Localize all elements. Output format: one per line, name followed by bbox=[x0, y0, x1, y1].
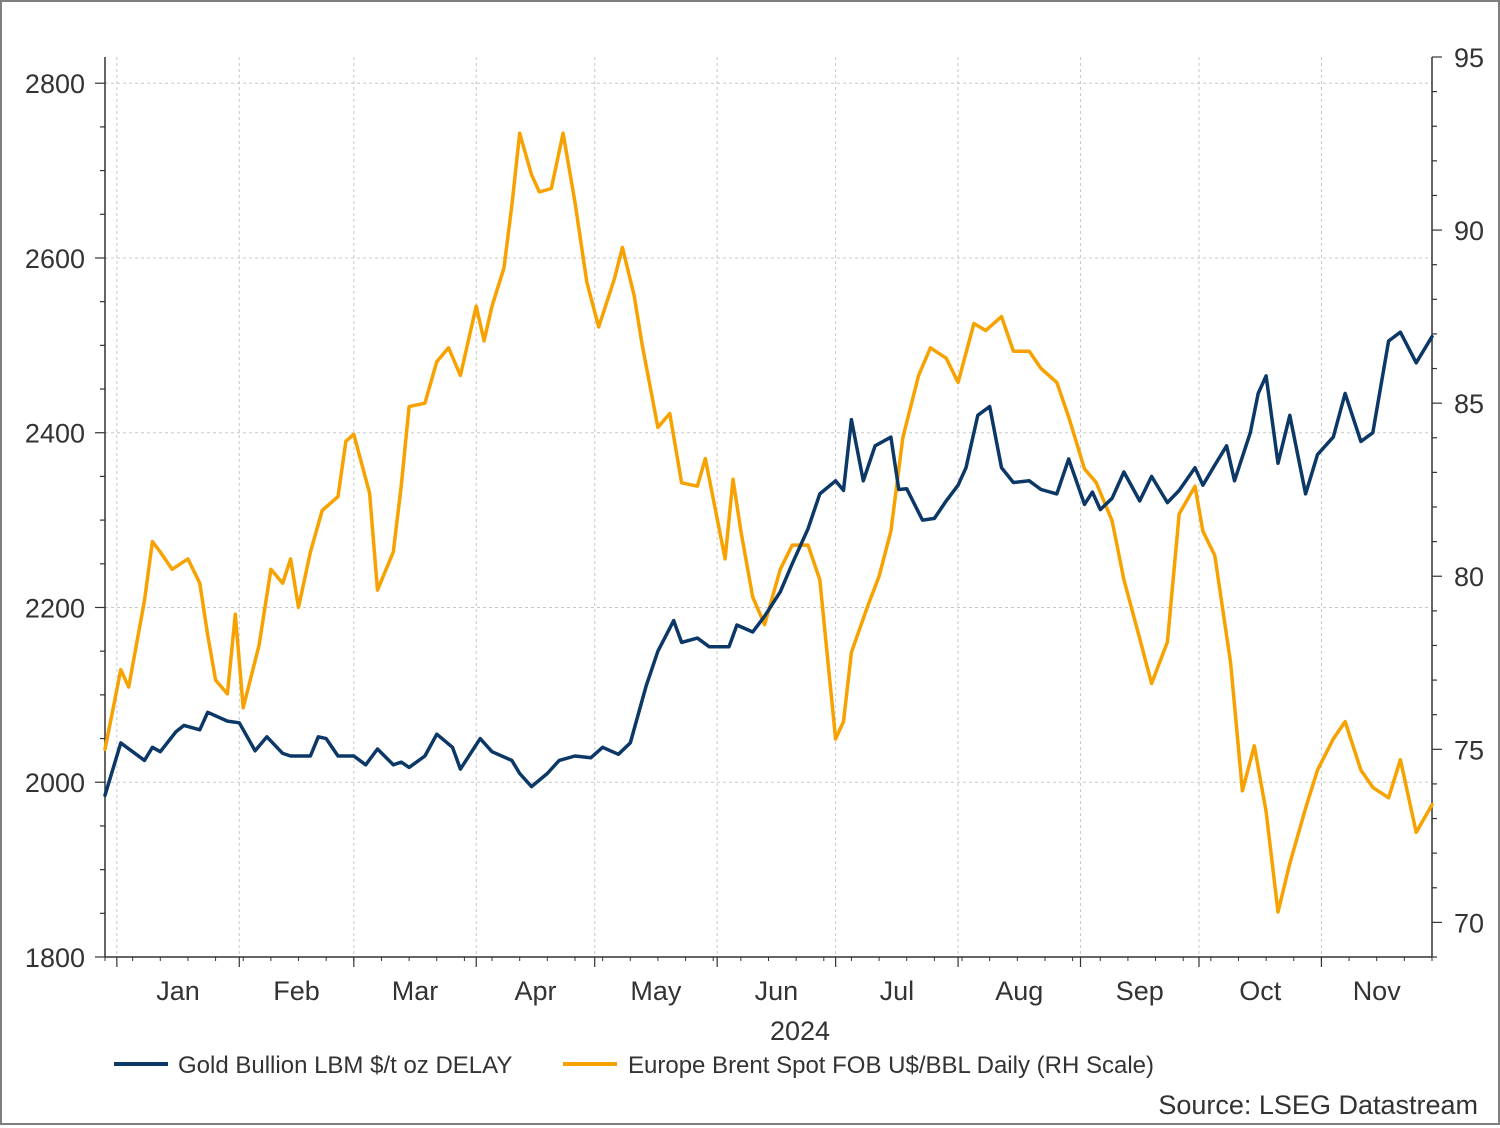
x-tick-label-aug: Aug bbox=[995, 976, 1043, 1006]
grid bbox=[105, 57, 1432, 958]
legend: Gold Bullion LBM $/t oz DELAY Europe Bre… bbox=[114, 1052, 1154, 1079]
x-tick-label-nov: Nov bbox=[1353, 976, 1402, 1006]
axes bbox=[95, 56, 1442, 967]
y-left-tick-label: 2400 bbox=[25, 419, 85, 449]
x-tick-label-mar: Mar bbox=[392, 976, 439, 1006]
tick-labels: 1800 2000 2200 2400 2600 2800 70 75 80 85 90 95 Jan F… bbox=[25, 43, 1484, 1006]
x-tick-label-jan: Jan bbox=[156, 976, 200, 1006]
y-right-tick-label: 85 bbox=[1454, 389, 1484, 419]
x-axis-year-label: 2024 bbox=[770, 1016, 830, 1046]
x-tick-label-apr: Apr bbox=[514, 976, 556, 1006]
x-tick-label-may: May bbox=[630, 976, 682, 1006]
y-left-tick-label: 2000 bbox=[25, 768, 85, 798]
y-left-tick-label: 2200 bbox=[25, 593, 85, 623]
x-tick-label-sep: Sep bbox=[1116, 976, 1164, 1006]
y-left-tick-label: 2600 bbox=[25, 244, 85, 274]
source-note: Source: LSEG Datastream bbox=[1158, 1090, 1478, 1120]
x-tick-label-jul: Jul bbox=[880, 976, 915, 1006]
y-right-tick-label: 80 bbox=[1454, 562, 1484, 592]
series-lines bbox=[103, 131, 1434, 914]
y-right-tick-label: 70 bbox=[1454, 908, 1484, 938]
x-tick-label-jun: Jun bbox=[755, 976, 799, 1006]
y-right-tick-label: 95 bbox=[1454, 43, 1484, 73]
series-line-brent bbox=[103, 131, 1434, 914]
y-right-tick-label: 75 bbox=[1454, 735, 1484, 765]
y-right-tick-label: 90 bbox=[1454, 216, 1484, 246]
x-tick-label-oct: Oct bbox=[1239, 976, 1282, 1006]
y-left-tick-label: 1800 bbox=[25, 943, 85, 973]
x-tick-label-feb: Feb bbox=[273, 976, 320, 1006]
y-left-tick-label: 2800 bbox=[25, 69, 85, 99]
legend-label-gold: Gold Bullion LBM $/t oz DELAY bbox=[178, 1052, 512, 1079]
series-line-gold bbox=[103, 330, 1434, 798]
legend-label-brent: Europe Brent Spot FOB U$/BBL Daily (RH S… bbox=[628, 1052, 1154, 1079]
